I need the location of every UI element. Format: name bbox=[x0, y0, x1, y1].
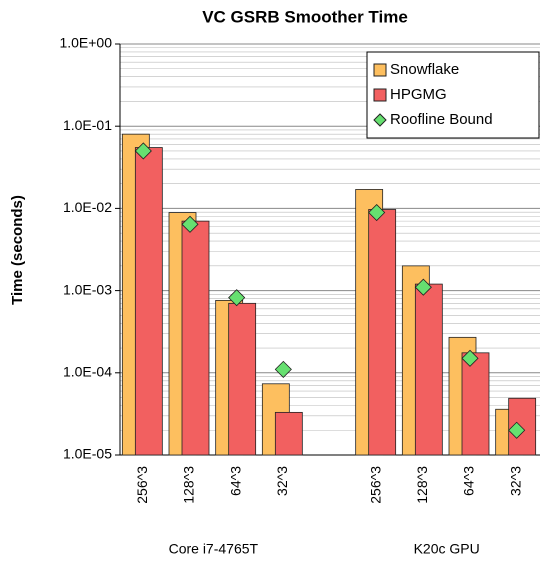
x-tick-label: 32^3 bbox=[274, 466, 290, 496]
roofline-marker bbox=[134, 142, 152, 160]
group-label: K20c GPU bbox=[414, 541, 480, 557]
legend-label: HPGMG bbox=[390, 86, 447, 103]
y-tick-label: 1.0E-03 bbox=[63, 281, 112, 297]
roofline-marker bbox=[228, 289, 246, 307]
roofline-marker bbox=[181, 215, 199, 233]
bar bbox=[274, 411, 303, 456]
x-tick-label: 256^3 bbox=[134, 466, 150, 504]
group-label: Core i7-4765T bbox=[169, 541, 259, 557]
bar bbox=[368, 209, 397, 456]
legend-swatch bbox=[373, 88, 387, 102]
bar bbox=[414, 283, 443, 456]
bar bbox=[134, 147, 163, 456]
legend-swatch bbox=[373, 113, 387, 127]
legend-label: Snowflake bbox=[390, 61, 459, 78]
chart-title: VC GSRB Smoother Time bbox=[202, 7, 408, 26]
roofline-marker bbox=[274, 360, 292, 378]
y-tick-label: 1.0E-02 bbox=[63, 199, 112, 215]
y-axis-title: Time (seconds) bbox=[9, 195, 26, 305]
x-tick-label: 32^3 bbox=[507, 466, 523, 496]
x-tick-label: 256^3 bbox=[367, 466, 383, 504]
bar bbox=[228, 302, 257, 456]
roofline-marker bbox=[368, 203, 386, 222]
x-tick-label: 64^3 bbox=[227, 466, 243, 496]
y-tick-label: 1.0E-05 bbox=[63, 446, 112, 462]
legend: Snowflake HPGMG Roofline Bound bbox=[366, 51, 540, 139]
roofline-marker bbox=[461, 349, 479, 367]
y-tick-label: 1.0E-04 bbox=[63, 364, 112, 380]
roofline-marker bbox=[508, 421, 526, 439]
legend-swatch bbox=[373, 63, 387, 77]
roofline-marker bbox=[414, 278, 432, 296]
y-tick-label: 1.0E-01 bbox=[63, 117, 112, 133]
bar bbox=[461, 352, 490, 456]
x-tick-label: 64^3 bbox=[461, 466, 477, 496]
legend-label: Roofline Bound bbox=[390, 111, 493, 128]
bar bbox=[181, 220, 210, 456]
legend-box bbox=[366, 51, 540, 139]
y-tick-label: 1.0E+00 bbox=[59, 35, 112, 51]
x-tick-label: 128^3 bbox=[181, 466, 197, 504]
x-tick-label: 128^3 bbox=[414, 466, 430, 504]
